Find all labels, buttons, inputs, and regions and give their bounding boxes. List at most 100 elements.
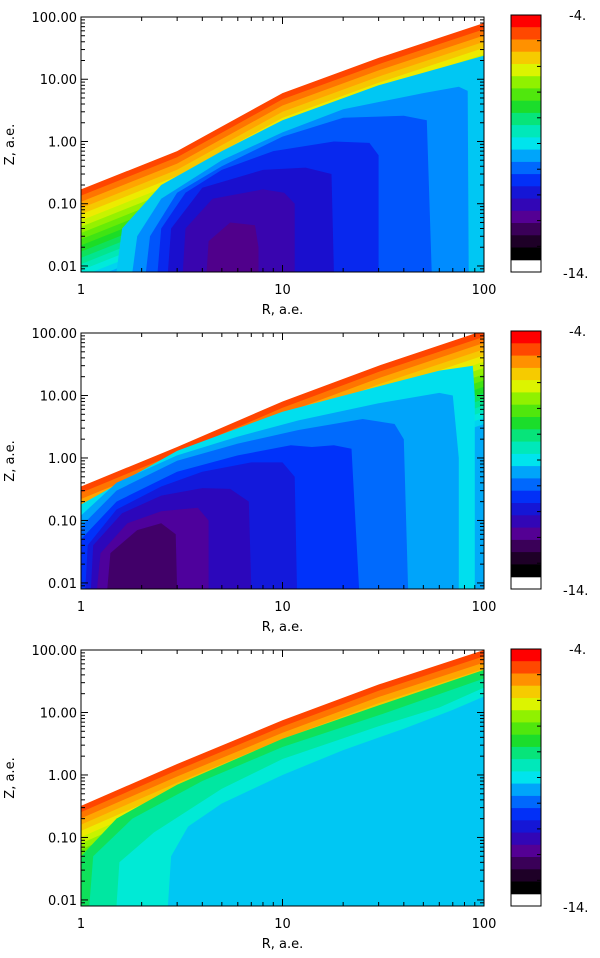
x-axis-label: R, a.e. [262,620,304,635]
colorbar-swatch [511,881,541,895]
panel-2: 1 10 100 0.01 0.10 1.00 10.00 100.00 R, a.e. Z, a… [3,325,588,635]
colorbar-swatch [511,174,541,187]
colorbar-swatch [511,466,541,479]
colorbar-swatch [511,15,541,28]
colorbar-swatch [511,441,541,455]
colorbar-swatch [511,392,541,406]
colorbar-swatch [511,698,541,711]
panel-3: 1 10 100 0.01 0.10 1.00 10.00 100.00 R, a.e. Z, a… [3,643,588,952]
colorbar-swatch [511,186,541,200]
plot-area [81,17,484,272]
y-tick-label: 0.01 [48,260,77,275]
y-tick-label: 0.10 [48,514,77,529]
x-axis-label: R, a.e. [262,303,304,318]
colorbar-swatch [511,710,541,723]
plot-area [81,650,484,906]
colorbar-swatch [511,404,541,418]
colorbar-swatch [511,685,541,699]
colorbar-swatch [511,746,541,760]
colorbar-swatch [511,527,541,541]
colorbar-swatch [511,247,541,261]
y-tick-label: 0.01 [48,894,77,909]
colorbar-swatch [511,795,541,809]
colorbar-min-label: -14. [563,901,588,916]
colorbar-swatch [511,355,541,369]
colorbar-swatch [511,64,541,77]
colorbar-max-label: -4. [569,325,586,340]
colorbar-swatch [511,722,541,736]
y-tick-label: 0.01 [48,577,77,592]
colorbar-swatch [511,235,541,249]
colorbar-swatch [511,380,541,393]
colorbar-swatch [511,161,541,175]
colorbar-swatch [511,453,541,467]
y-tick-label: 100.00 [32,327,78,342]
y-tick-label: 10.00 [40,706,77,721]
colorbar-swatch [511,331,541,344]
x-axis-label: R, a.e. [262,937,304,952]
x-tick-label: 100 [472,283,497,298]
y-tick-label: 0.10 [48,198,77,213]
y-axis-label: Z, a.e. [3,124,18,165]
colorbar: -4. -14. [510,325,588,599]
colorbar-swatch [511,808,541,821]
colorbar-swatch [511,125,541,138]
colorbar-swatch [511,734,541,748]
panel-1: 1 10 100 0.01 0.10 1.00 10.00 100.00 R, a.e. Z, a… [3,9,588,318]
colorbar-max-label: -4. [569,643,586,658]
colorbar-swatch [511,27,541,40]
x-tick-label: 10 [274,283,291,298]
x-tick-label: 10 [274,917,291,932]
colorbar-swatch [511,503,541,516]
colorbar-min-label: -14. [563,267,588,282]
colorbar-swatch [511,112,541,126]
colorbar-swatch [511,223,541,236]
colorbar: -4. -14. [510,9,588,282]
colorbar-swatch [511,661,541,674]
colorbar-swatch [511,539,541,553]
y-tick-label: 1.00 [48,452,77,467]
y-tick-label: 1.00 [48,135,77,150]
colorbar-swatch [511,564,541,578]
colorbar-swatch [511,137,541,151]
plot-area [81,333,484,589]
x-tick-label: 1 [77,917,85,932]
colorbar-swatch [511,149,541,163]
colorbar-swatch [511,771,541,785]
y-axis-label: Z, a.e. [3,757,18,798]
colorbar-swatch [511,478,541,492]
colorbar-swatch [511,210,541,224]
colorbar: -4. -14. [510,643,588,916]
y-tick-label: 1.00 [48,769,77,784]
colorbar-swatch [511,844,541,858]
colorbar-swatch [511,869,541,883]
x-tick-label: 100 [472,600,497,615]
colorbar-swatch [511,820,541,834]
colorbar-swatch [511,515,541,529]
colorbar-max-label: -4. [569,9,586,24]
x-tick-label: 100 [472,917,497,932]
colorbar-swatch [511,649,541,662]
y-tick-label: 100.00 [32,644,78,659]
colorbar-swatch [511,88,541,102]
colorbar-swatch [511,39,541,53]
colorbar-swatch [511,429,541,443]
y-tick-label: 10.00 [40,389,77,404]
colorbar-swatch [511,198,541,212]
colorbar-swatch [511,759,541,772]
contour-level [167,696,484,906]
colorbar-swatch [511,51,541,65]
x-tick-label: 1 [77,283,85,298]
colorbar-swatch [511,343,541,357]
colorbar-swatch [511,76,541,89]
colorbar-min-label: -14. [563,584,588,599]
colorbar-swatch [511,673,541,687]
contour-level [206,222,259,272]
y-tick-label: 10.00 [40,73,77,88]
colorbar-swatch [511,783,541,797]
colorbar-swatch [511,490,541,504]
contour-level [107,523,178,589]
colorbar-swatch [511,552,541,565]
